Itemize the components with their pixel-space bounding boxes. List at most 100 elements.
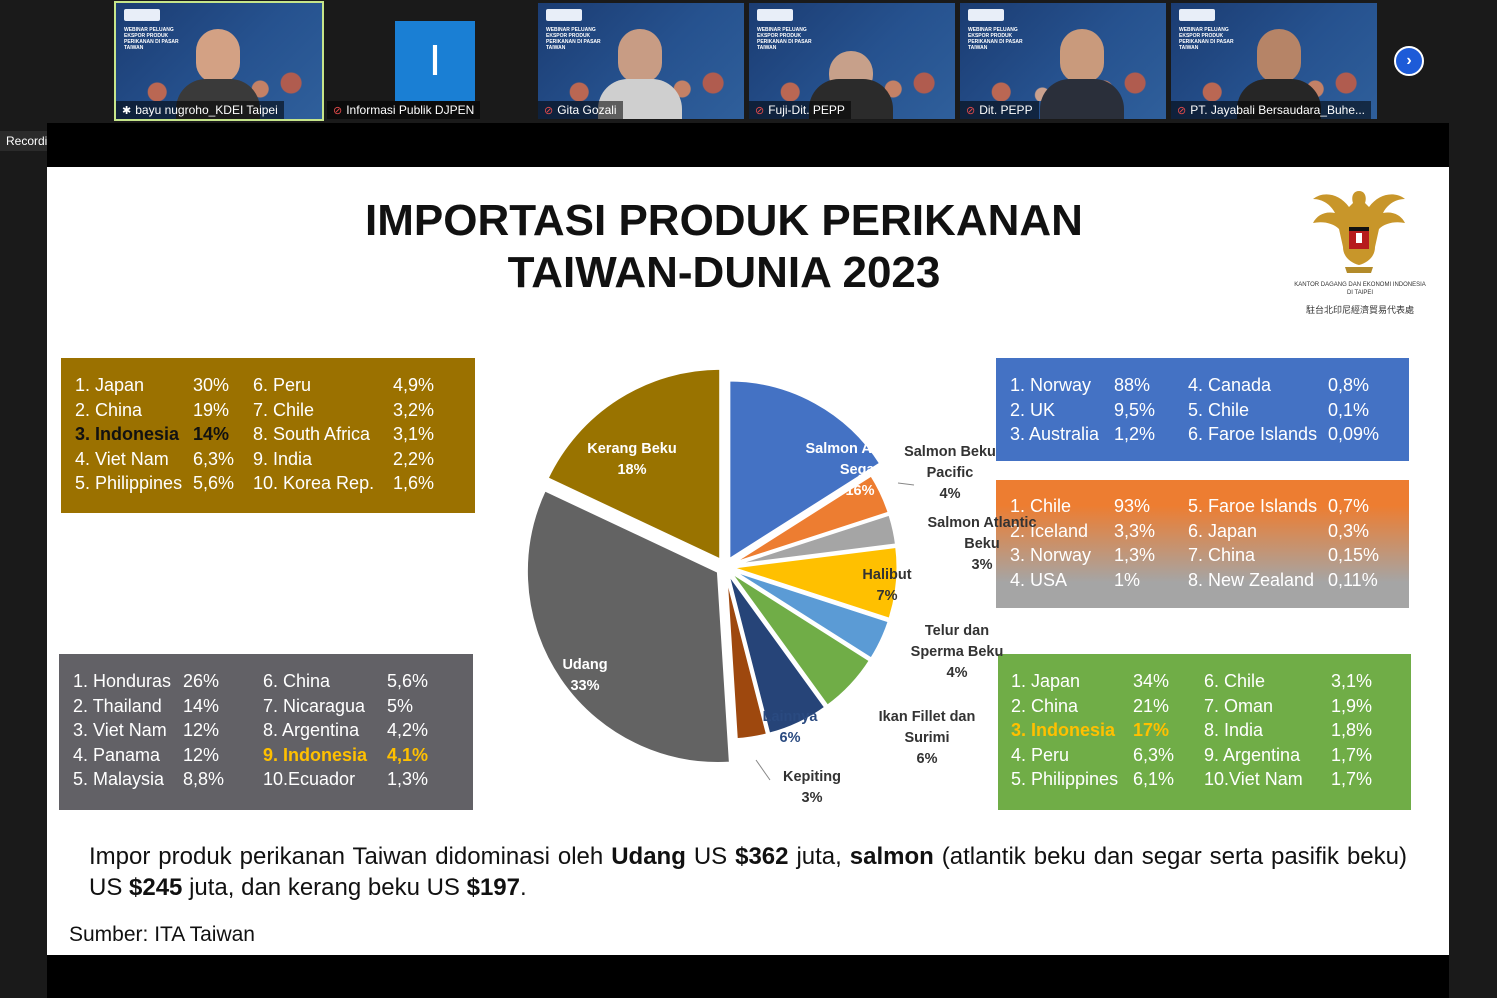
origin-country: 6. Faroe Islands <box>1188 424 1318 445</box>
pie-slice-value: 6% <box>779 730 801 746</box>
pie-slice-value: 4% <box>939 486 961 502</box>
udang-origin-box: 1. Honduras 2. Thailand 3. Viet Nam 4. Pana… <box>59 654 473 810</box>
webinar-logo <box>757 9 793 21</box>
participant-name: bayu nugroho_KDEI Taipei <box>135 103 278 117</box>
pie-slice-value: 16% <box>845 483 875 499</box>
pie-slice-name: Salmon Beku Pacific <box>904 444 996 481</box>
participant-tile[interactable]: WEBINAR PELUANG EKSPOR PRODUK PERIKANAN … <box>114 1 324 121</box>
origin-country: 2. Iceland <box>1010 520 1089 541</box>
import-pie-chart: Salmon Atlantic Segar 16% Salmon Beku Paci… <box>462 366 1052 817</box>
participant-tile[interactable]: I ⊘ Informasi Publik DJPEN <box>327 3 533 119</box>
pie-slice-label: Halibut 7% <box>852 565 922 607</box>
summary-part: Impor produk perikanan Taiwan didominasi… <box>89 843 612 870</box>
slide-title-line2: TAIWAN-DUNIA 2023 <box>507 248 941 297</box>
pie-slice-name: Udang <box>562 657 608 673</box>
origin-share: 9,5% <box>1114 399 1156 420</box>
origin-country: 1. Honduras <box>73 671 172 691</box>
origin-country: 7. Chile <box>253 399 315 420</box>
tile-webinar-title: WEBINAR PELUANG EKSPOR PRODUK PERIKANAN … <box>546 27 601 51</box>
participant-name-bar: ⊘ Gita Gozali <box>538 101 623 119</box>
pie-slice-label: Salmon Beku Pacific 4% <box>895 442 1005 505</box>
origin-country: 8. New Zealand <box>1188 569 1315 590</box>
pie-slice-name: Salmon Atlantic Beku <box>927 515 1037 552</box>
origin-share: 14% <box>183 695 220 716</box>
origin-share: 6,1% <box>1133 769 1175 790</box>
origin-share: 0,1% <box>1328 399 1370 420</box>
origin-country: 1. Japan <box>75 375 145 395</box>
origin-share: 1,8% <box>1331 720 1373 741</box>
origin-country: 10. Korea Rep. <box>253 473 375 494</box>
origin-share: 4,1% <box>387 744 429 765</box>
shared-slide: IMPORTASI PRODUK PERIKANAN TAIWAN-DUNIA … <box>47 167 1449 955</box>
pie-slice-label: Lainnya 6% <box>755 707 825 749</box>
participant-video <box>809 23 893 119</box>
pie-leader-line <box>755 759 771 781</box>
participant-tile[interactable]: WEBINAR PELUANG EKSPOR PRODUK PERIKANAN … <box>538 3 744 119</box>
pie-slice-value: 6% <box>916 751 938 767</box>
origin-share: 0,7% <box>1328 496 1370 516</box>
origin-share: 0,3% <box>1328 520 1370 541</box>
origin-share: 34% <box>1133 671 1170 691</box>
origin-country: 6. Peru <box>253 375 312 395</box>
slide-title-line1: IMPORTASI PRODUK PERIKANAN <box>365 196 1083 245</box>
origin-share: 5% <box>387 695 414 716</box>
participant-name-bar: ⊘ Fuji-Dit. PEPP <box>749 101 851 119</box>
participant-video <box>1040 23 1124 119</box>
pie-slice-name: Salmon Atlantic Segar <box>805 441 915 478</box>
origin-share: 12% <box>183 720 220 741</box>
avatar: I <box>395 21 475 101</box>
origin-country: 1. Norway <box>1010 375 1092 395</box>
origin-share: 5,6% <box>387 671 429 691</box>
origin-share: 3,2% <box>393 399 435 420</box>
origin-country: 4. Peru <box>1011 744 1070 765</box>
tile-webinar-title: WEBINAR PELUANG EKSPOR PRODUK PERIKANAN … <box>968 27 1023 51</box>
origin-country: 4. USA <box>1010 569 1068 590</box>
pie-slice <box>727 378 883 563</box>
mic-muted-icon: ⊘ <box>755 104 765 117</box>
pie-slice-name: Halibut <box>862 567 912 583</box>
origin-country: 8. India <box>1204 720 1264 741</box>
origin-country: 9. Argentina <box>1204 744 1301 765</box>
origin-country: 4. Canada <box>1188 375 1272 395</box>
origin-country: 9. India <box>253 448 313 469</box>
pie-slice-value: 18% <box>617 462 647 478</box>
origin-country: 2. Thailand <box>73 695 162 716</box>
webinar-logo <box>1179 9 1215 21</box>
pie-slice-value: 7% <box>876 588 898 604</box>
participant-name: Informasi Publik DJPEN <box>346 103 475 117</box>
origin-share: 1,2% <box>1114 424 1156 445</box>
origin-country: 6. Chile <box>1204 671 1266 691</box>
origin-country: 5. Malaysia <box>73 769 165 790</box>
origin-country: 3. Viet Nam <box>73 720 167 741</box>
origin-share: 0,8% <box>1328 375 1370 395</box>
origin-share: 1,3% <box>1114 545 1156 566</box>
summary-bold: $197 <box>466 874 520 901</box>
participant-tile[interactable]: WEBINAR PELUANG EKSPOR PRODUK PERIKANAN … <box>1171 3 1377 119</box>
participant-tile[interactable]: WEBINAR PELUANG EKSPOR PRODUK PERIKANAN … <box>960 3 1166 119</box>
tile-webinar-title: WEBINAR PELUANG EKSPOR PRODUK PERIKANAN … <box>124 27 179 51</box>
summary-part: juta, <box>788 843 850 870</box>
origin-share: 1,6% <box>393 473 435 494</box>
participant-tile[interactable]: WEBINAR PELUANG EKSPOR PRODUK PERIKANAN … <box>749 3 955 119</box>
kdei-line2: DI TAIPEI <box>1346 290 1374 296</box>
salmon-beku-origin-box: 1. Chile 2. Iceland 3. Norway 4. USA 93% 3,3… <box>996 480 1409 608</box>
next-page-button[interactable]: › <box>1394 46 1424 76</box>
origin-share: 0,09% <box>1328 424 1380 445</box>
webinar-logo <box>968 9 1004 21</box>
mic-muted-icon: ⊘ <box>544 104 554 117</box>
pie-slice-label: Telur dan Sperma Beku 4% <box>902 621 1012 684</box>
origin-share: 1,7% <box>1331 769 1373 790</box>
pin-icon: ✱ <box>122 104 132 117</box>
kdei-chinese: 駐台北印尼經濟貿易代表處 <box>1305 305 1414 315</box>
origin-share: 17% <box>1133 720 1170 741</box>
kdei-name: KANTOR DAGANG DAN EKONOMI INDONESIA DI T… <box>1277 281 1443 297</box>
pie-slice-label: Salmon Atlantic Beku 3% <box>922 513 1042 576</box>
origin-country: 7. Oman <box>1204 695 1274 716</box>
origin-country: 10.Ecuador <box>263 769 356 790</box>
origin-share: 21% <box>1133 695 1170 716</box>
pie-slice-value: 3% <box>801 790 823 806</box>
pie-slice-label: Udang 33% <box>550 655 620 697</box>
origin-share: 1,9% <box>1331 695 1373 716</box>
origin-share: 4,2% <box>387 720 429 741</box>
origin-country: 5. Philippines <box>75 473 183 494</box>
